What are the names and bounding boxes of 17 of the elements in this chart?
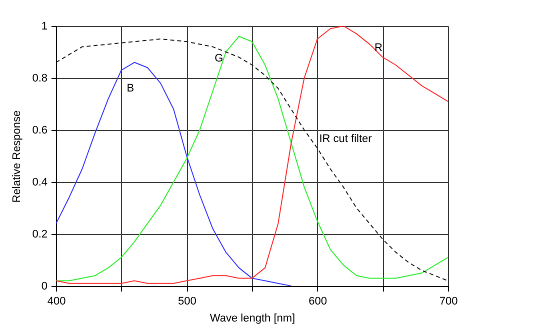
series-label: G: [214, 52, 224, 64]
series-label: IR cut filter: [319, 133, 372, 145]
y-tick-label: 0.6: [32, 124, 48, 136]
y-tick-label: 0.4: [32, 176, 48, 188]
x-tick-label: 600: [308, 296, 328, 308]
y-axis-title: Relative Response: [11, 110, 24, 203]
line-series: [56, 62, 292, 286]
series-label: R: [374, 42, 382, 54]
x-tick-label: 500: [178, 296, 196, 308]
x-axis-title: Wave length [nm]: [210, 312, 296, 324]
series-label: B: [126, 82, 134, 94]
y-tick-label: 0: [41, 280, 48, 292]
y-tick-label: 0.8: [32, 72, 48, 84]
y-tick-label: 0.2: [32, 228, 48, 240]
y-tick-label: 1: [41, 20, 48, 32]
x-tick-label: 700: [439, 296, 458, 308]
x-tick-label: 400: [47, 296, 66, 308]
